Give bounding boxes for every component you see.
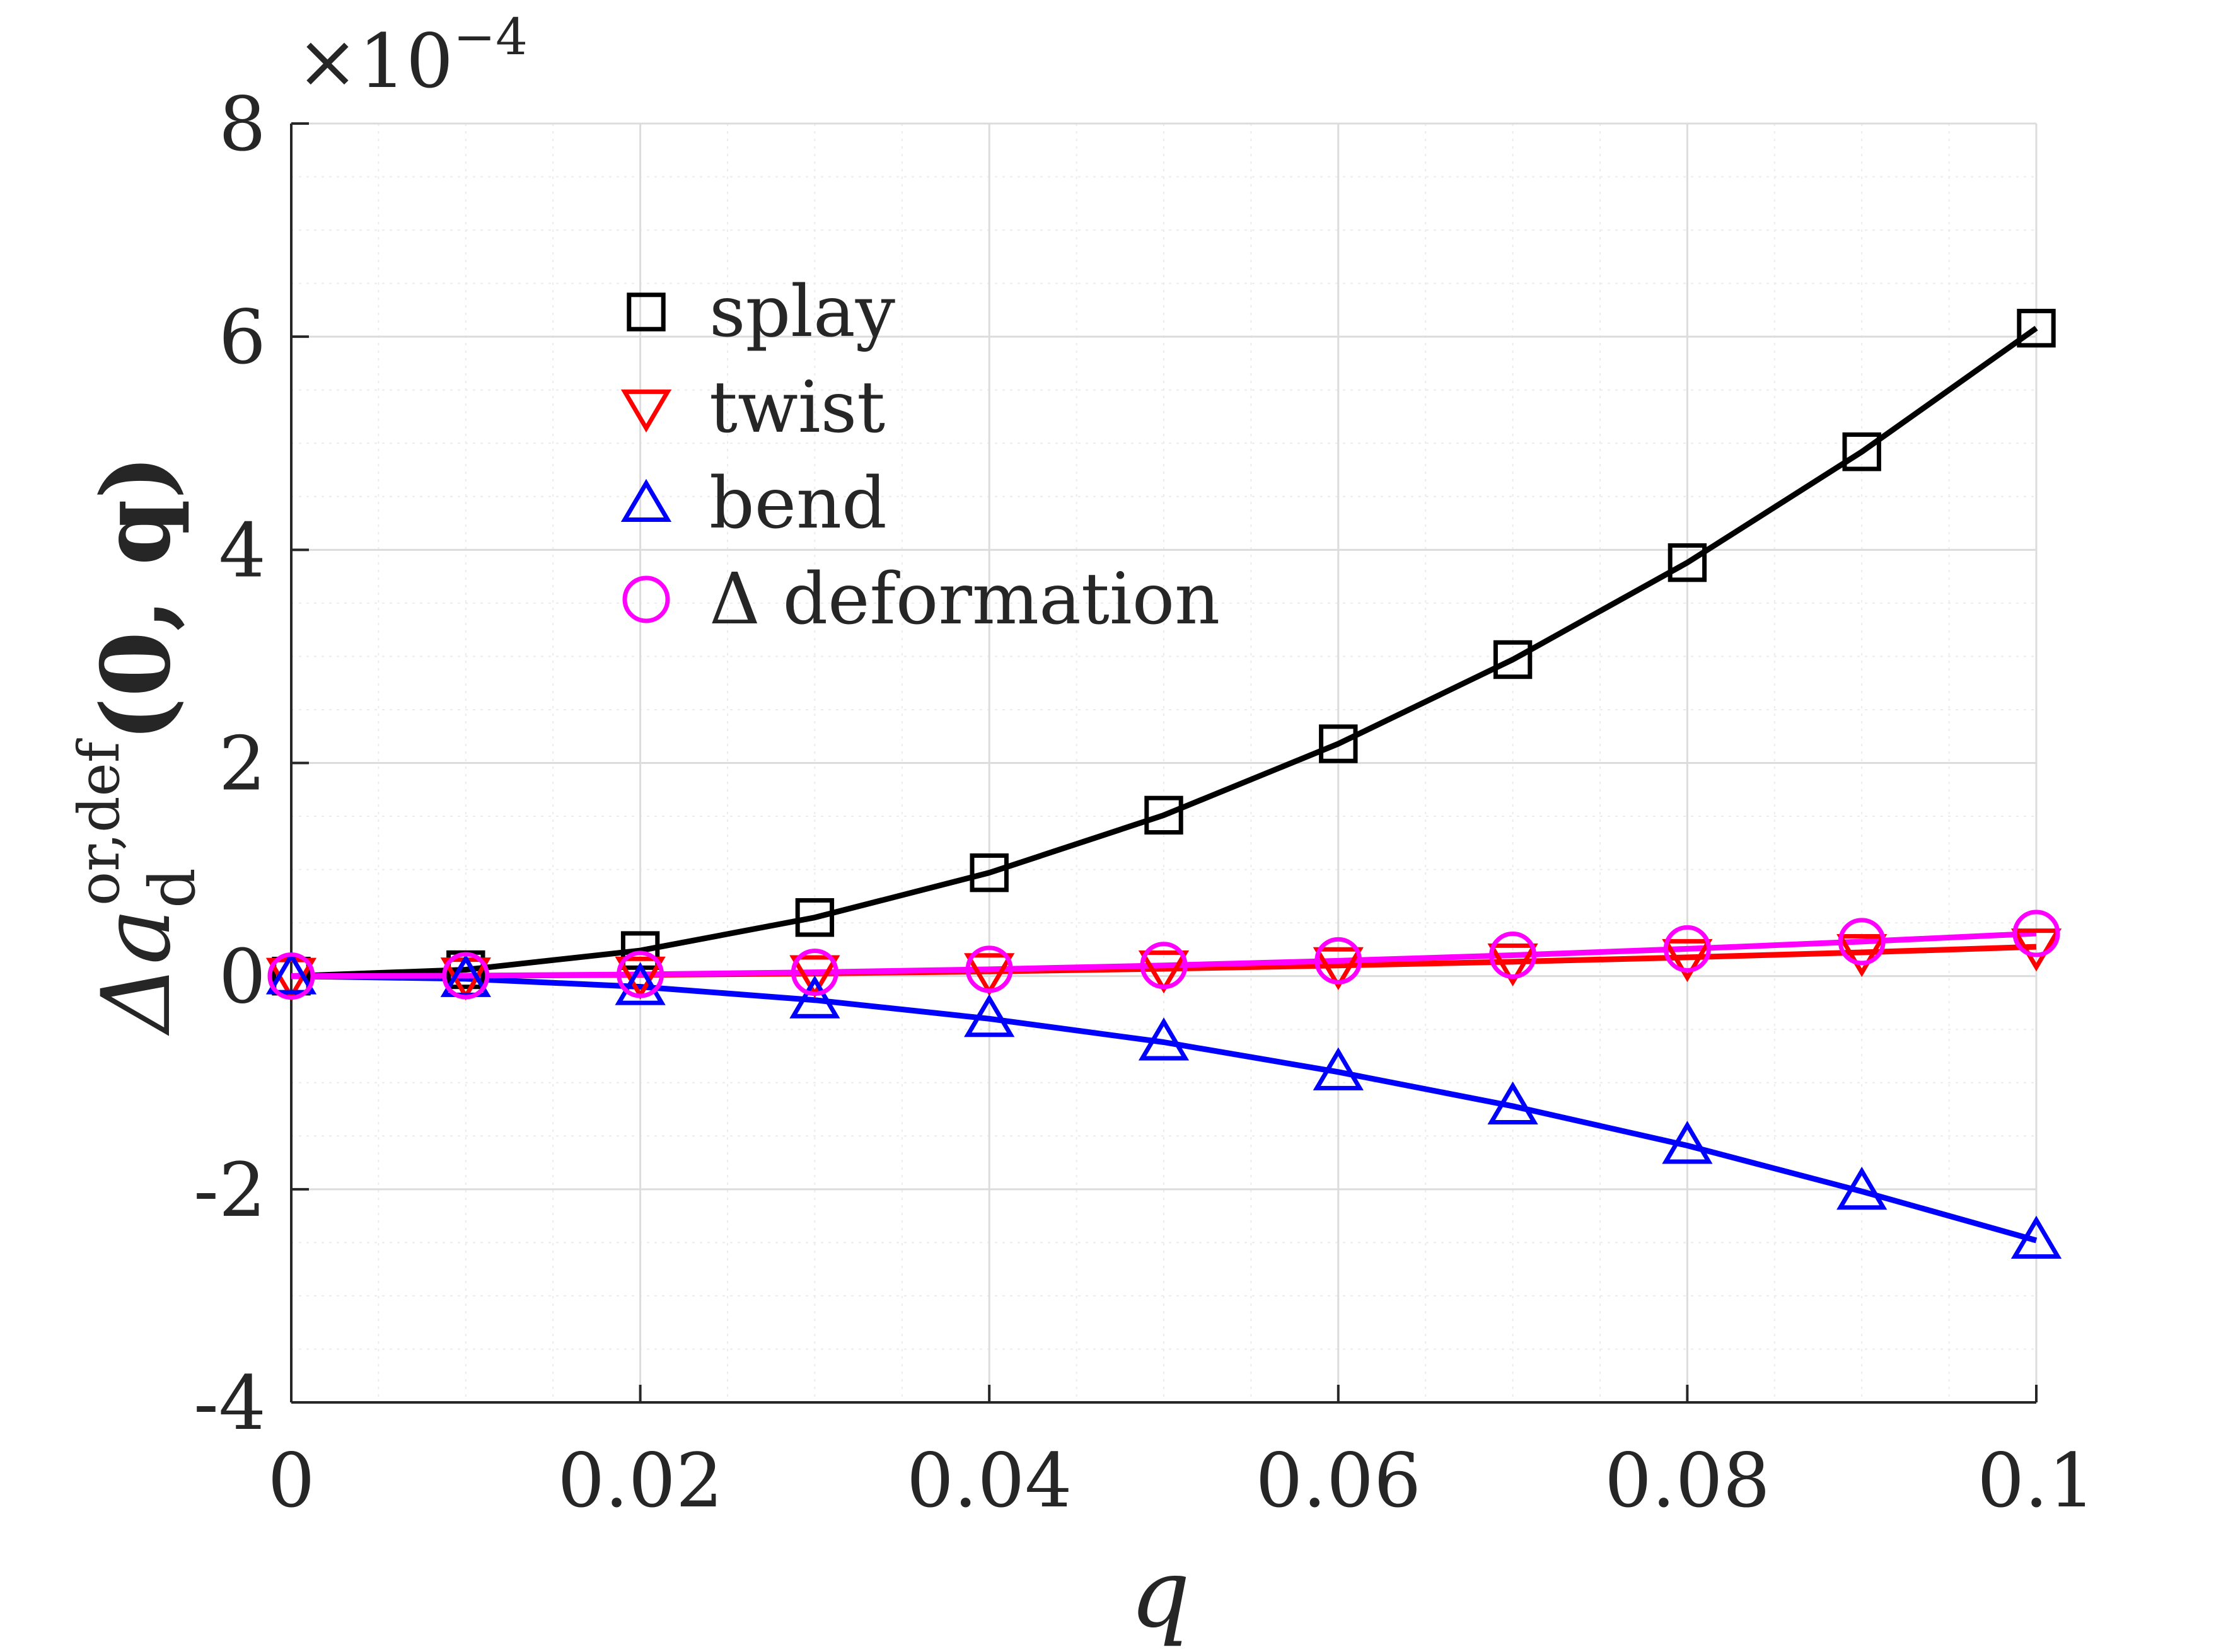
data-point-twist [789, 955, 840, 998]
legend-label-bend: bend [709, 463, 887, 545]
data-point-deformation [442, 952, 490, 1000]
data-point-deformation [1314, 937, 1362, 985]
data-point-twist [1487, 943, 1538, 987]
data-point-splay [1842, 432, 1881, 471]
legend-label-deformation: Δ deformation [709, 558, 1220, 640]
data-point-splay [1144, 795, 1183, 835]
y-tick-label: -4 [194, 1360, 266, 1447]
y-tick-label: 0 [219, 933, 266, 1020]
x-tick-label: 0.02 [557, 1437, 723, 1524]
data-point-splay [795, 898, 835, 937]
y-axis-label-superscript: or,def [66, 738, 132, 906]
data-point-twist [1313, 947, 1364, 990]
data-point-bend [789, 975, 840, 1019]
legend-marker-deformation [622, 575, 670, 623]
data-point-twist [1138, 950, 1190, 994]
data-point-bend [1662, 1121, 1713, 1164]
data-point-bend [964, 994, 1015, 1037]
data-point-twist [964, 953, 1015, 996]
data-point-splay [1493, 640, 1533, 679]
data-point-bend [1836, 1167, 1888, 1210]
legend-label-twist: twist [709, 367, 885, 449]
series-line-deformation [291, 930, 2037, 979]
y-axis-label-prefix: Δa [82, 908, 192, 1036]
data-point-bend [2010, 1215, 2062, 1259]
data-point-bend [1313, 1047, 1364, 1090]
data-point-deformation [965, 945, 1013, 993]
legend-label-splay: splay [709, 271, 895, 353]
y-axis-label-subscript: d [136, 868, 209, 908]
x-tick-label: 0.08 [1604, 1437, 1770, 1524]
tick-labels: 0 0.02 0.04 0.06 0.08 0.1 -4 -2 0 2 4 6 8 [194, 81, 2096, 1524]
data-point-twist [615, 956, 666, 1000]
data-point-deformation [1663, 925, 1711, 973]
y-multiplier: ×10−4 [296, 8, 528, 105]
data-point-splay [1668, 543, 1707, 582]
y-tick-label: 4 [219, 507, 266, 594]
data-point-bend [1138, 1017, 1190, 1061]
y-tick-label: 2 [219, 720, 266, 807]
x-tick-label: 0 [267, 1437, 315, 1524]
data-point-twist [1836, 933, 1888, 978]
y-multiplier-exponent: −4 [453, 8, 528, 66]
data-point-deformation [2012, 910, 2060, 957]
y-tick-label: -2 [194, 1147, 266, 1233]
x-tick-label: 0.06 [1255, 1437, 1421, 1524]
series-line-bend [291, 973, 2038, 1244]
data-point-twist [2010, 928, 2062, 972]
data-point-twist [1662, 939, 1713, 983]
legend-marker-twist [620, 390, 672, 433]
data-point-deformation [617, 950, 664, 998]
y-multiplier-base: ×10 [296, 18, 453, 105]
x-tick-label: 0.04 [907, 1437, 1072, 1524]
x-tick-label: 0.1 [1977, 1437, 2096, 1524]
data-point-splay [2017, 308, 2056, 348]
data-point-bend [615, 962, 666, 1005]
y-tick-label: 6 [219, 294, 266, 381]
y-axis-label-args: (0, q) [81, 454, 192, 742]
legend-marker-bend [620, 478, 672, 522]
data-point-deformation [267, 952, 315, 1000]
series-line-splay [291, 325, 2038, 979]
y-axis-label: Δador,def(0, q) [66, 454, 209, 1036]
y-tick-label: 8 [219, 81, 266, 168]
data-point-bend [440, 954, 491, 997]
legend-marker-splay [627, 292, 666, 332]
series-markers [265, 308, 2062, 1259]
data-point-deformation [1140, 942, 1188, 990]
data-point-deformation [791, 949, 838, 996]
data-point-splay [970, 853, 1009, 892]
data-point-bend [265, 951, 317, 995]
legend: splay twist bend Δ deformation [620, 271, 1220, 640]
series-lines [291, 325, 2038, 1244]
data-point-deformation [1489, 932, 1537, 979]
data-point-deformation [1838, 918, 1886, 966]
data-point-splay [1319, 724, 1358, 763]
data-point-bend [1487, 1081, 1538, 1124]
x-axis-label: q [1130, 1539, 1190, 1649]
